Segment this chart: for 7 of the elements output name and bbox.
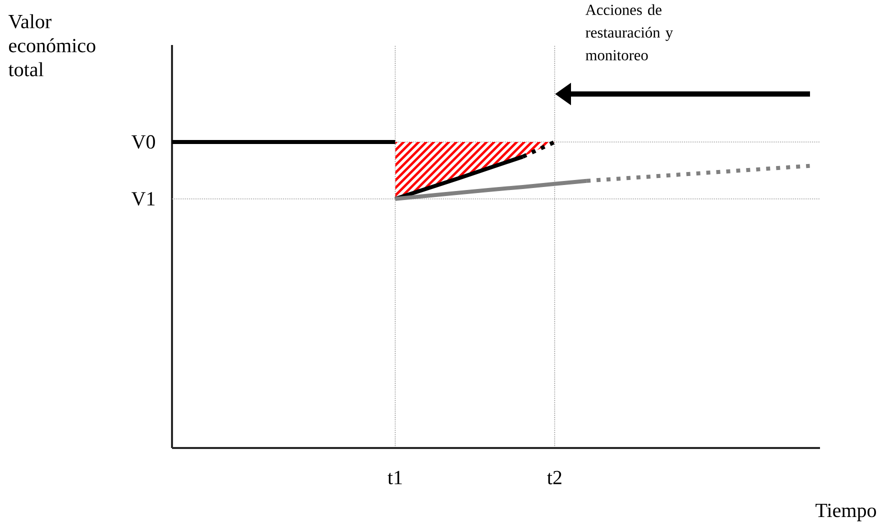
- x-axis-title: Tiempo: [816, 504, 876, 522]
- x-tick-label: t2: [547, 470, 562, 484]
- text: Valor económico total: [8, 14, 96, 76]
- text: Acciones de restauración y monitoreo: [585, 4, 673, 60]
- x-tick-label: t1: [388, 470, 402, 484]
- ref-line-label: V0: [132, 135, 155, 149]
- ref-line-label: V1: [132, 192, 155, 206]
